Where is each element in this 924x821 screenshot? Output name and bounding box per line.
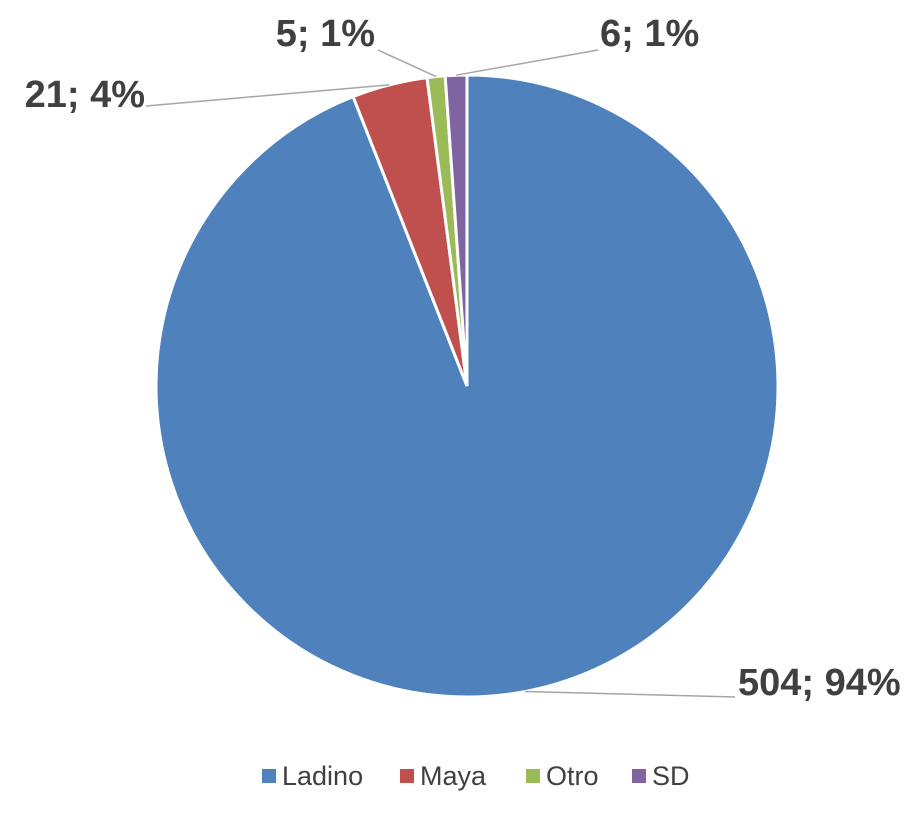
legend-label: Otro: [546, 761, 599, 791]
legend-swatch: [526, 769, 540, 783]
legend-label: Maya: [420, 761, 487, 791]
leader-line: [145, 84, 390, 107]
leader-line: [455, 49, 599, 76]
data-label: 21; 4%: [25, 74, 145, 116]
data-label: 504; 94%: [738, 662, 901, 704]
leader-line: [377, 49, 437, 78]
legend-label: SD: [652, 761, 690, 791]
leader-line: [524, 690, 736, 698]
legend-swatch: [262, 769, 276, 783]
legend-swatch: [400, 769, 414, 783]
data-label: 6; 1%: [600, 13, 699, 55]
data-label: 5; 1%: [276, 13, 375, 55]
legend-label: Ladino: [282, 761, 363, 791]
legend-swatch: [632, 769, 646, 783]
slices: [154, 73, 780, 699]
pie-slice: [443, 73, 469, 387]
